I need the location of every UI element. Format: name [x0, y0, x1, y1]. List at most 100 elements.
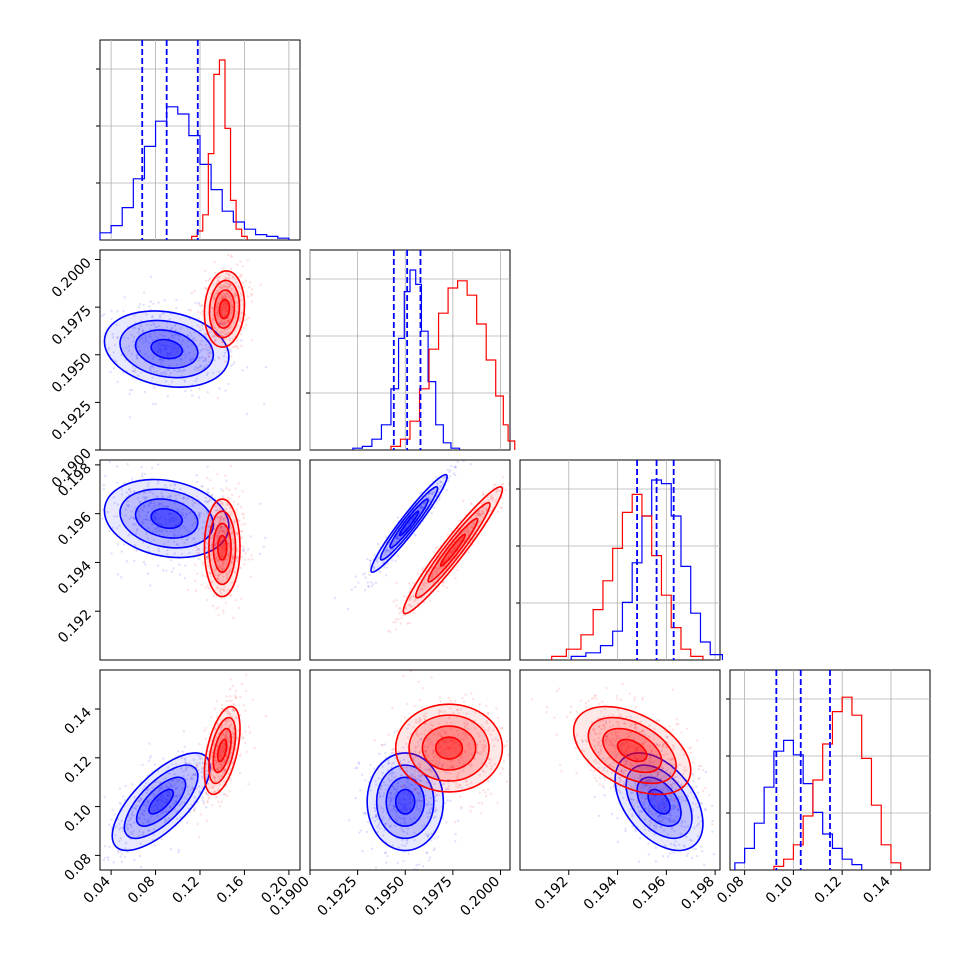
- hist-series-b-0: [191, 59, 248, 240]
- joint-panel-3-0: [99, 669, 301, 871]
- density-a-3-1-3: [395, 789, 415, 814]
- density-a-1-0-0: [104, 310, 229, 388]
- joint-content-3-2: [530, 682, 716, 867]
- contour-a-2-0-2: [134, 498, 199, 539]
- contour-a-1-0-1: [119, 319, 215, 379]
- contour-b-3-0-0: [203, 705, 241, 796]
- y-tick-label-3-0: 0.08: [61, 851, 94, 884]
- hist-panel-3: [726, 669, 931, 871]
- joint-panel-3-1: [309, 669, 511, 871]
- density-a-3-0-0: [112, 752, 211, 851]
- density-b-2-0-0: [204, 499, 240, 597]
- y-tick-label-1-2: 0.1950: [49, 350, 95, 396]
- x-tick-label-1-3: 0.1975: [410, 874, 456, 920]
- joint-bg-3-0: [100, 670, 300, 870]
- density-b-2-0-2: [213, 523, 232, 573]
- contour-a-3-2-3: [647, 788, 671, 815]
- joint-panel-1-0: [99, 249, 301, 451]
- x-tick-label-3-1: 0.10: [763, 874, 796, 907]
- x-tick-label-3-0: 0.08: [714, 874, 747, 907]
- joint-frame-3-1: [309, 669, 511, 871]
- contour-a-3-0-1: [123, 764, 199, 840]
- contour-a-3-2-0: [614, 752, 704, 852]
- hist-panel-0: [96, 39, 301, 241]
- density-b-2-1-1: [415, 502, 490, 598]
- x-tick-label-1-1: 0.1925: [314, 874, 360, 920]
- contour-a-2-1-0: [370, 473, 448, 573]
- y-tick-label-2-1: 0.194: [55, 558, 95, 598]
- hist-series-a-1: [352, 269, 461, 450]
- density-a-3-0-1: [124, 765, 198, 839]
- density-a-2-1-3: [399, 511, 419, 536]
- density-b-1-0-2: [214, 289, 235, 329]
- density-b-3-2-2: [602, 728, 662, 773]
- x-tick-label-2-1: 0.194: [581, 873, 621, 913]
- contour-a-2-0-3: [150, 507, 184, 530]
- joint-content-2-1: [333, 460, 510, 634]
- contour-b-3-1-1: [408, 714, 490, 782]
- contour-b-2-0-0: [203, 498, 241, 598]
- x-tick-label-0-2: 0.12: [169, 874, 202, 907]
- hist-panel-1: [306, 249, 516, 451]
- joint-bg-3-2: [520, 670, 720, 870]
- contour-b-3-2-2: [602, 727, 663, 774]
- y-tick-label-3-2: 0.12: [61, 753, 94, 786]
- x-tick-label-0-3: 0.16: [214, 873, 247, 906]
- joint-frame-2-1: [309, 459, 511, 661]
- joint-panel-3-2: [519, 669, 721, 871]
- contour-b-2-1-0: [402, 486, 504, 615]
- joint-bg-2-0: [100, 460, 300, 660]
- contour-b-3-0-2: [212, 727, 232, 774]
- density-a-3-2-2: [637, 777, 681, 827]
- y-tick-label-2-2: 0.196: [55, 509, 95, 549]
- contour-a-2-1-3: [398, 510, 420, 537]
- density-a-1-0-2: [135, 329, 198, 369]
- density-a-2-0-0: [104, 479, 229, 558]
- contour-a-1-0-2: [134, 329, 199, 369]
- density-a-3-1-1: [376, 765, 434, 839]
- y-tick-label-1-3: 0.1975: [49, 303, 95, 349]
- joint-panel-2-1: [309, 459, 511, 661]
- contour-b-2-1-2: [427, 517, 479, 583]
- joint-content-3-0: [102, 673, 268, 870]
- contour-b-2-0-3: [216, 534, 228, 561]
- density-b-3-1-2: [422, 726, 476, 770]
- scatter-a-1-0: [101, 275, 268, 419]
- density-a-2-0-3: [151, 508, 183, 529]
- x-tick-label-2-0: 0.192: [532, 874, 572, 914]
- hist-series-b-2: [551, 493, 704, 660]
- contour-a-2-1-2: [389, 498, 429, 549]
- joint-panel-2-0: [99, 459, 301, 661]
- contour-b-3-0-1: [208, 716, 237, 785]
- contour-a-3-1-0: [366, 752, 445, 852]
- density-a-2-0-2: [135, 499, 198, 539]
- density-b-2-1-3: [440, 534, 466, 567]
- contour-a-3-0-3: [148, 788, 175, 815]
- x-tick-label-2-3: 0.198: [678, 874, 718, 914]
- hist-frame-2: [519, 459, 721, 661]
- density-b-2-0-3: [217, 535, 227, 560]
- density-b-1-0-3: [219, 299, 230, 319]
- joint-frame-3-2: [519, 669, 721, 871]
- x-tick-label-1-2: 0.1950: [362, 874, 408, 920]
- density-a-3-2-0: [615, 752, 703, 851]
- contour-b-2-1-3: [439, 533, 467, 567]
- density-a-2-1-1: [380, 486, 438, 560]
- contour-b-3-1-2: [421, 725, 477, 771]
- contour-b-3-2-0: [572, 705, 692, 796]
- joint-content-3-1: [347, 670, 510, 870]
- contour-b-2-1-1: [414, 501, 491, 599]
- contour-a-2-1-1: [379, 486, 439, 561]
- contour-b-1-0-0: [203, 270, 246, 348]
- hist-series-b-3: [773, 696, 902, 870]
- hist-series-a-3: [734, 739, 863, 870]
- density-a-1-0-3: [151, 339, 183, 359]
- contour-a-2-0-1: [119, 488, 215, 549]
- joint-content-1-0: [101, 253, 268, 419]
- contour-b-1-0-3: [218, 298, 231, 320]
- density-a-3-0-3: [148, 789, 174, 814]
- contour-a-1-0-3: [150, 338, 184, 360]
- contour-a-3-0-2: [135, 776, 187, 827]
- hist-series-b-1: [390, 280, 516, 450]
